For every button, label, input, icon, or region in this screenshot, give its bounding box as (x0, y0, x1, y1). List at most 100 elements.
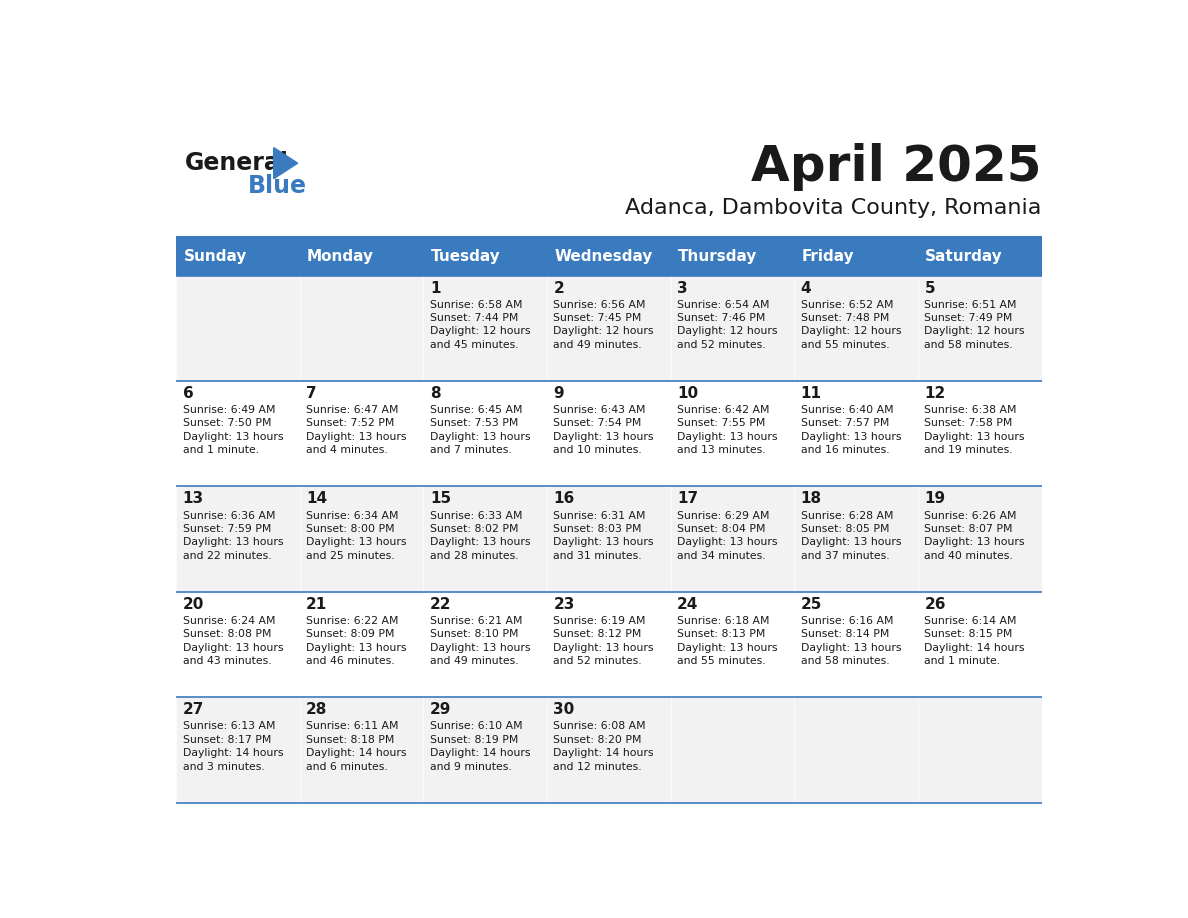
Text: Daylight: 13 hours: Daylight: 13 hours (677, 537, 778, 547)
Text: Sunset: 8:18 PM: Sunset: 8:18 PM (307, 735, 394, 744)
Bar (423, 698, 546, 803)
Text: Sunrise: 6:38 AM: Sunrise: 6:38 AM (924, 405, 1017, 415)
Bar (423, 275, 546, 381)
Text: Sunset: 8:09 PM: Sunset: 8:09 PM (307, 630, 394, 640)
Text: Sunrise: 6:47 AM: Sunrise: 6:47 AM (307, 405, 399, 415)
Text: and 55 minutes.: and 55 minutes. (801, 340, 890, 350)
Text: Sunset: 7:58 PM: Sunset: 7:58 PM (924, 419, 1012, 429)
Text: Daylight: 13 hours: Daylight: 13 hours (677, 643, 778, 653)
Text: Sunrise: 6:42 AM: Sunrise: 6:42 AM (677, 405, 770, 415)
Text: and 12 minutes.: and 12 minutes. (554, 762, 642, 772)
Text: 28: 28 (307, 702, 328, 717)
Text: Daylight: 13 hours: Daylight: 13 hours (307, 432, 406, 442)
Text: Sunset: 8:19 PM: Sunset: 8:19 PM (430, 735, 518, 744)
Text: Sunrise: 6:54 AM: Sunrise: 6:54 AM (677, 299, 770, 309)
Text: Sunrise: 6:29 AM: Sunrise: 6:29 AM (677, 510, 770, 521)
Text: Daylight: 13 hours: Daylight: 13 hours (801, 537, 902, 547)
Text: 19: 19 (924, 491, 946, 507)
Text: Sunrise: 6:45 AM: Sunrise: 6:45 AM (430, 405, 523, 415)
Text: Daylight: 14 hours: Daylight: 14 hours (307, 748, 406, 758)
Bar (918, 592, 1042, 698)
Text: Daylight: 12 hours: Daylight: 12 hours (924, 327, 1025, 337)
Bar (671, 592, 795, 698)
Text: 21: 21 (307, 597, 328, 612)
Text: and 4 minutes.: and 4 minutes. (307, 445, 388, 455)
Text: Sunrise: 6:58 AM: Sunrise: 6:58 AM (430, 299, 523, 309)
Text: Daylight: 13 hours: Daylight: 13 hours (801, 432, 902, 442)
Text: and 25 minutes.: and 25 minutes. (307, 551, 394, 561)
Bar (918, 487, 1042, 592)
Bar (795, 592, 918, 698)
Text: Sunset: 8:10 PM: Sunset: 8:10 PM (430, 630, 518, 640)
Text: Sunrise: 6:33 AM: Sunrise: 6:33 AM (430, 510, 523, 521)
Text: and 10 minutes.: and 10 minutes. (554, 445, 643, 455)
Bar (299, 238, 423, 275)
Text: Tuesday: Tuesday (431, 249, 500, 264)
Text: Sunset: 8:17 PM: Sunset: 8:17 PM (183, 735, 271, 744)
Text: and 55 minutes.: and 55 minutes. (677, 656, 766, 666)
Text: and 52 minutes.: and 52 minutes. (554, 656, 642, 666)
Bar (176, 698, 299, 803)
Text: Sunset: 8:04 PM: Sunset: 8:04 PM (677, 524, 765, 534)
Text: 10: 10 (677, 386, 699, 401)
Text: Sunset: 8:15 PM: Sunset: 8:15 PM (924, 630, 1012, 640)
Text: Daylight: 13 hours: Daylight: 13 hours (183, 432, 283, 442)
Polygon shape (273, 148, 298, 179)
Text: Sunset: 8:08 PM: Sunset: 8:08 PM (183, 630, 271, 640)
Text: and 13 minutes.: and 13 minutes. (677, 445, 766, 455)
Text: and 34 minutes.: and 34 minutes. (677, 551, 766, 561)
Bar (918, 698, 1042, 803)
Text: and 45 minutes.: and 45 minutes. (430, 340, 518, 350)
Bar (546, 698, 671, 803)
Text: Sunset: 7:54 PM: Sunset: 7:54 PM (554, 419, 642, 429)
Text: and 1 minute.: and 1 minute. (183, 445, 259, 455)
Bar (423, 592, 546, 698)
Text: 24: 24 (677, 597, 699, 612)
Text: Sunrise: 6:16 AM: Sunrise: 6:16 AM (801, 616, 893, 626)
Text: Wednesday: Wednesday (555, 249, 652, 264)
Text: Daylight: 13 hours: Daylight: 13 hours (430, 537, 530, 547)
Text: 29: 29 (430, 702, 451, 717)
Text: Sunrise: 6:43 AM: Sunrise: 6:43 AM (554, 405, 646, 415)
Text: Sunset: 8:13 PM: Sunset: 8:13 PM (677, 630, 765, 640)
Text: Daylight: 14 hours: Daylight: 14 hours (430, 748, 530, 758)
Text: Sunset: 8:12 PM: Sunset: 8:12 PM (554, 630, 642, 640)
Bar (299, 487, 423, 592)
Text: April 2025: April 2025 (751, 142, 1042, 191)
Text: and 52 minutes.: and 52 minutes. (677, 340, 766, 350)
Text: Sunrise: 6:51 AM: Sunrise: 6:51 AM (924, 299, 1017, 309)
Text: Sunrise: 6:28 AM: Sunrise: 6:28 AM (801, 510, 893, 521)
Text: 16: 16 (554, 491, 575, 507)
Bar (546, 381, 671, 487)
Bar (671, 275, 795, 381)
Text: General: General (185, 151, 289, 175)
Text: and 49 minutes.: and 49 minutes. (430, 656, 518, 666)
Text: Sunrise: 6:26 AM: Sunrise: 6:26 AM (924, 510, 1017, 521)
Text: Sunset: 7:46 PM: Sunset: 7:46 PM (677, 313, 765, 323)
Text: Daylight: 13 hours: Daylight: 13 hours (430, 432, 530, 442)
Text: Daylight: 12 hours: Daylight: 12 hours (554, 327, 653, 337)
Text: 8: 8 (430, 386, 441, 401)
Bar (671, 487, 795, 592)
Text: Sunrise: 6:14 AM: Sunrise: 6:14 AM (924, 616, 1017, 626)
Text: Daylight: 13 hours: Daylight: 13 hours (430, 643, 530, 653)
Text: 25: 25 (801, 597, 822, 612)
Text: and 58 minutes.: and 58 minutes. (801, 656, 890, 666)
Text: Friday: Friday (802, 249, 854, 264)
Text: Sunset: 7:57 PM: Sunset: 7:57 PM (801, 419, 889, 429)
Text: Daylight: 13 hours: Daylight: 13 hours (183, 537, 283, 547)
Text: Sunrise: 6:19 AM: Sunrise: 6:19 AM (554, 616, 646, 626)
Text: Sunrise: 6:08 AM: Sunrise: 6:08 AM (554, 722, 646, 732)
Text: Sunset: 7:59 PM: Sunset: 7:59 PM (183, 524, 271, 534)
Text: Sunrise: 6:56 AM: Sunrise: 6:56 AM (554, 299, 646, 309)
Text: Thursday: Thursday (678, 249, 758, 264)
Text: 18: 18 (801, 491, 822, 507)
Text: 27: 27 (183, 702, 204, 717)
Text: Monday: Monday (308, 249, 374, 264)
Text: Daylight: 13 hours: Daylight: 13 hours (924, 432, 1025, 442)
Text: Sunset: 8:00 PM: Sunset: 8:00 PM (307, 524, 394, 534)
Bar (176, 381, 299, 487)
Bar (423, 238, 546, 275)
Text: 13: 13 (183, 491, 203, 507)
Text: 22: 22 (430, 597, 451, 612)
